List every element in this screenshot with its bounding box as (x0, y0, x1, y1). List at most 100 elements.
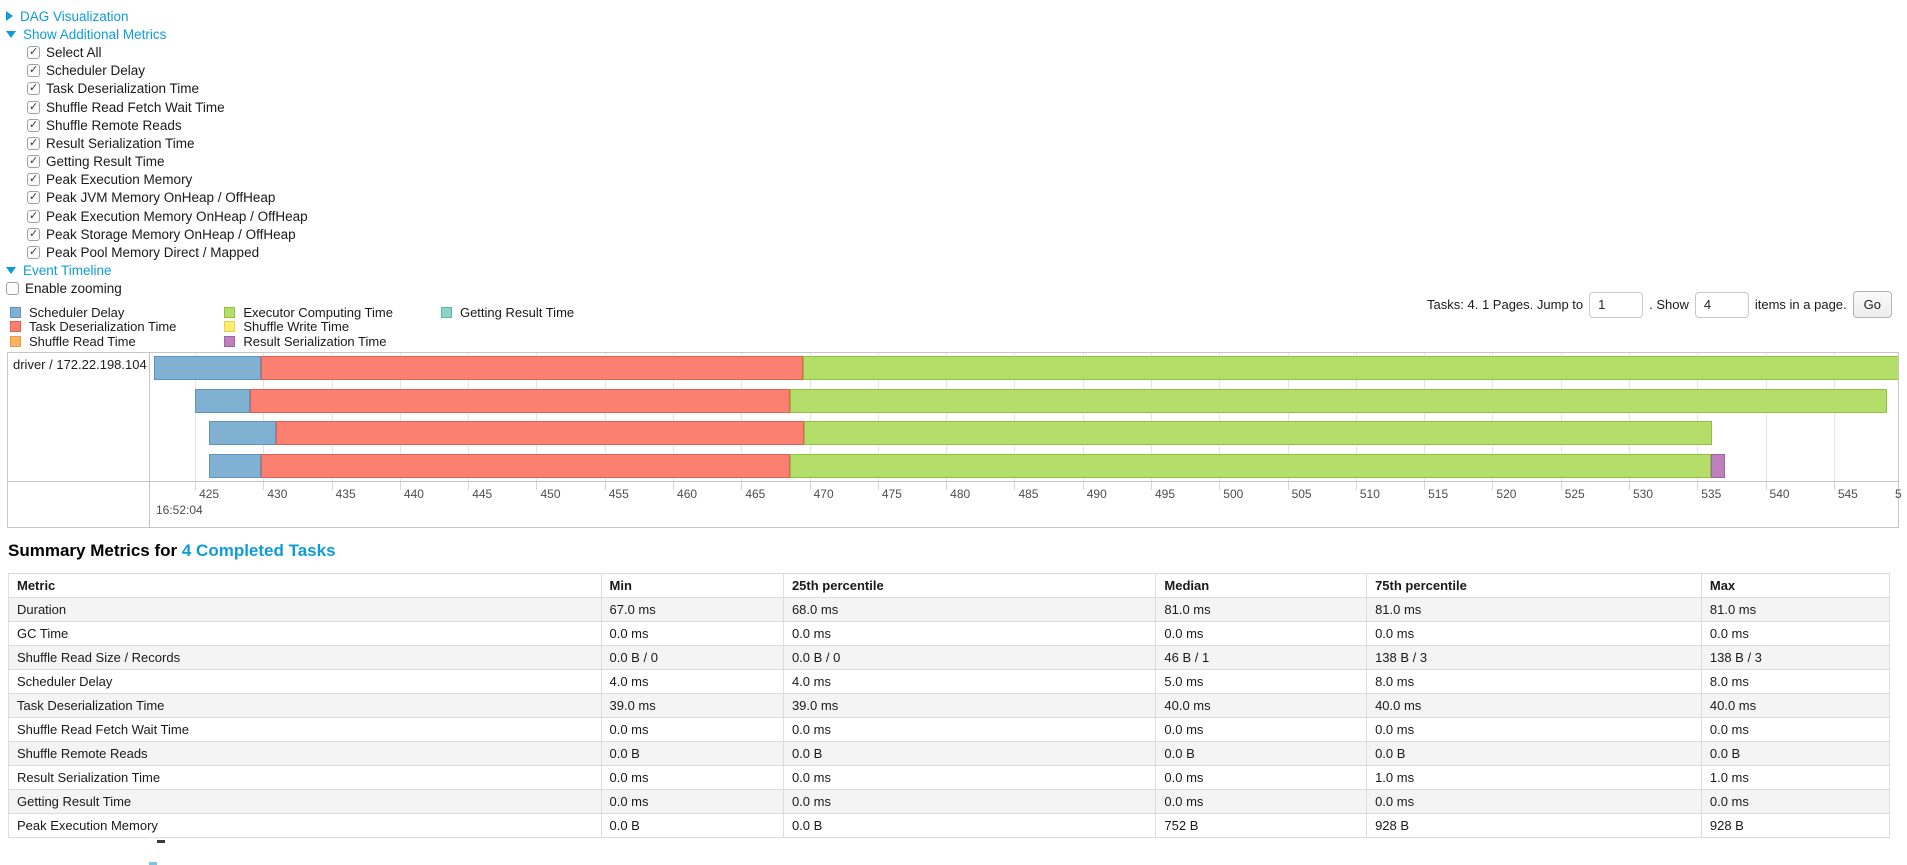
executor-computing-swatch-icon (224, 306, 236, 318)
checkbox-scheduler-delay[interactable] (27, 63, 40, 78)
pagination-suffix-text: items in a page. (1754, 297, 1847, 312)
axis-tick (1560, 481, 1562, 490)
axis-tick-label: 425 (199, 487, 220, 501)
checkbox-label: Enable zooming (25, 281, 122, 297)
cut-off-link-sliver (149, 862, 157, 865)
checkbox-enable-zooming[interactable] (6, 282, 19, 296)
axis-tick (331, 481, 333, 490)
axis-tick (809, 481, 811, 490)
checkbox-label: Result Serialization Time (46, 135, 195, 151)
checkbox-peak-execution-memory-onheap-offheap[interactable] (27, 209, 40, 223)
checkbox-shuffle-read-fetch-wait-time[interactable] (27, 100, 40, 114)
metric-value-cell: 1.0 ms (1366, 765, 1702, 790)
axis-gridline (1765, 353, 1767, 481)
metric-value-cell: 0.0 B (1366, 741, 1702, 766)
legend-column: Executor Computing Time Shuffle Write Tim… (224, 304, 393, 349)
legend-item-result-serialization: Result Serialization Time (224, 333, 393, 349)
checkbox-label: Peak Pool Memory Direct / Mapped (46, 245, 260, 261)
checkbox-peak-execution-memory[interactable] (27, 172, 40, 187)
metric-value-cell: 0.0 ms (1155, 621, 1368, 646)
task-4-scheduler-delay-bar[interactable] (208, 453, 261, 478)
legend-label: Executor Computing Time (243, 304, 393, 320)
checkbox-label: Peak JVM Memory OnHeap / OffHeap (46, 190, 276, 206)
axis-gridline (399, 353, 401, 481)
timeline-plot-area: 425 430 435 440 445 450 455 460 465 470 475 480 485 4… (150, 353, 1898, 527)
metric-value-cell: 0.0 ms (1155, 717, 1368, 742)
task-1-scheduler-delay-bar[interactable] (154, 356, 261, 380)
cut-off-next-section-sliver (157, 840, 165, 843)
task-2-executor-computing-bar[interactable] (790, 388, 1888, 413)
task-2-scheduler-delay-bar[interactable] (195, 388, 250, 413)
section-toggle-show-additional-metrics[interactable]: Show Additional Metrics (6, 27, 166, 42)
task-3-scheduler-delay-bar[interactable] (208, 421, 276, 445)
checkbox-result-serialization-time[interactable] (27, 136, 40, 150)
checkbox-shuffle-remote-reads[interactable] (27, 118, 40, 132)
legend-column: Scheduler Delay Task Deserialization Time… (10, 305, 177, 349)
axis-tick (399, 481, 401, 490)
metric-name-cell: Shuffle Read Fetch Wait Time (8, 717, 602, 742)
axis-gridline (1833, 353, 1835, 481)
checkbox-label: Peak Execution Memory OnHeap / OffHeap (46, 208, 308, 224)
section-toggle-event-timeline[interactable]: Event Timeline (6, 263, 112, 278)
metric-name-cell: GC Time (8, 621, 602, 646)
section-toggle-dag-visualization[interactable]: DAG Visualization (6, 9, 129, 24)
checkbox-label: Select All (46, 44, 102, 60)
metric-name-cell: Result Serialization Time (8, 765, 602, 790)
axis-tick-label: 545 (1837, 487, 1858, 501)
go-button[interactable]: Go (1852, 291, 1892, 318)
metric-value-cell: 0.0 ms (782, 717, 1157, 742)
task-4-executor-computing-bar[interactable] (790, 453, 1711, 478)
section-label: Show Additional Metrics (23, 26, 167, 42)
metric-value-cell: 138 B / 3 (1366, 645, 1702, 670)
timeline-legend: Scheduler Delay Task Deserialization Time… (10, 304, 574, 349)
table-row-peak-execution-memory: Peak Execution Memory 0.0 B 0.0 B 752 B 928 … (8, 813, 1891, 838)
metric-value-cell: 0.0 ms (1700, 717, 1891, 742)
metric-name-cell: Peak Execution Memory (8, 813, 602, 838)
axis-tick (877, 481, 879, 490)
metric-value-cell: 752 B (1155, 813, 1368, 838)
checkbox-select-all[interactable] (27, 45, 40, 59)
checkbox-getting-result-time[interactable] (27, 154, 40, 169)
items-per-page-input[interactable] (1694, 291, 1749, 318)
metrics-panel: DAG Visualization Show Additional Metrics… (6, 7, 526, 298)
metric-value-cell: 4.0 ms (600, 669, 784, 694)
task-4-result-serialization-bar[interactable] (1710, 453, 1725, 478)
metric-name-cell: Task Deserialization Time (8, 693, 602, 718)
chevron-down-icon (6, 267, 16, 275)
checkbox-peak-pool-memory-direct-mapped[interactable] (27, 245, 40, 260)
checkbox-peak-storage-memory-onheap-offheap[interactable] (27, 227, 40, 241)
metric-value-cell: 8.0 ms (1366, 669, 1702, 694)
legend-label: Result Serialization Time (243, 333, 387, 349)
metric-value-cell: 40.0 ms (1700, 693, 1891, 718)
axis-tick (1355, 481, 1357, 490)
metric-value-cell: 4.0 ms (782, 669, 1157, 694)
scheduler-delay-swatch-icon (10, 306, 21, 318)
task-3-executor-computing-bar[interactable] (804, 421, 1713, 445)
checkbox-label: Getting Result Time (46, 154, 165, 170)
axis-tick-label: 460 (677, 487, 698, 501)
pagination-summary-text: Tasks: 4. 1 Pages. Jump to (1427, 297, 1584, 312)
axis-tick-label: 470 (813, 487, 834, 501)
axis-tick-label: 450 (540, 487, 561, 501)
task-2-task-deserialization-bar[interactable] (249, 388, 791, 413)
axis-tick-label: 490 (1086, 487, 1107, 501)
task-1-task-deserialization-bar[interactable] (260, 356, 803, 380)
metric-value-cell: 928 B (1700, 813, 1891, 838)
axis-gridline (468, 353, 470, 481)
axis-tick-label: 495 (1155, 487, 1176, 501)
checkbox-label: Peak Storage Memory OnHeap / OffHeap (46, 226, 296, 242)
legend-label: Task Deserialization Time (29, 319, 177, 334)
checkbox-peak-jvm-memory-onheap-offheap[interactable] (27, 190, 40, 205)
legend-item-shuffle-read: Shuffle Read Time (10, 334, 176, 349)
task-3-task-deserialization-bar[interactable] (275, 421, 805, 445)
axis-tick-label: 510 (1359, 487, 1380, 501)
completed-tasks-link[interactable]: 4 Completed Tasks (181, 541, 336, 560)
jump-to-page-input[interactable] (1589, 291, 1644, 318)
metric-value-cell: 0.0 ms (1366, 789, 1702, 814)
task-1-executor-computing-bar[interactable] (802, 356, 1898, 380)
summary-metrics-table: Metric Min 25th percentile Median 75th perce… (8, 573, 1891, 838)
task-4-task-deserialization-bar[interactable] (260, 453, 791, 478)
checkbox-task-deserialization-time[interactable] (27, 81, 40, 96)
axis-tick (1492, 481, 1494, 490)
axis-gridline (1560, 353, 1562, 481)
